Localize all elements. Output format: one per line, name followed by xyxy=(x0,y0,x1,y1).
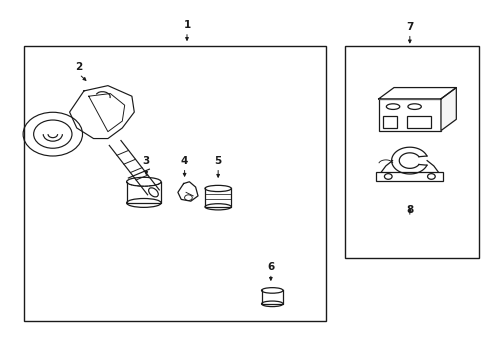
Text: 1: 1 xyxy=(183,20,190,30)
Polygon shape xyxy=(440,87,455,131)
Text: 7: 7 xyxy=(406,22,413,32)
Text: 2: 2 xyxy=(75,62,82,72)
Text: 6: 6 xyxy=(266,262,274,272)
Text: 5: 5 xyxy=(214,156,222,166)
Bar xyxy=(375,172,443,181)
Bar xyxy=(378,99,440,131)
Text: 3: 3 xyxy=(142,156,150,166)
Bar xyxy=(345,46,478,258)
Polygon shape xyxy=(378,87,455,99)
Text: 4: 4 xyxy=(181,156,188,166)
Text: 8: 8 xyxy=(406,205,413,215)
Bar xyxy=(383,117,396,128)
Bar xyxy=(407,117,430,128)
Bar xyxy=(24,46,325,321)
